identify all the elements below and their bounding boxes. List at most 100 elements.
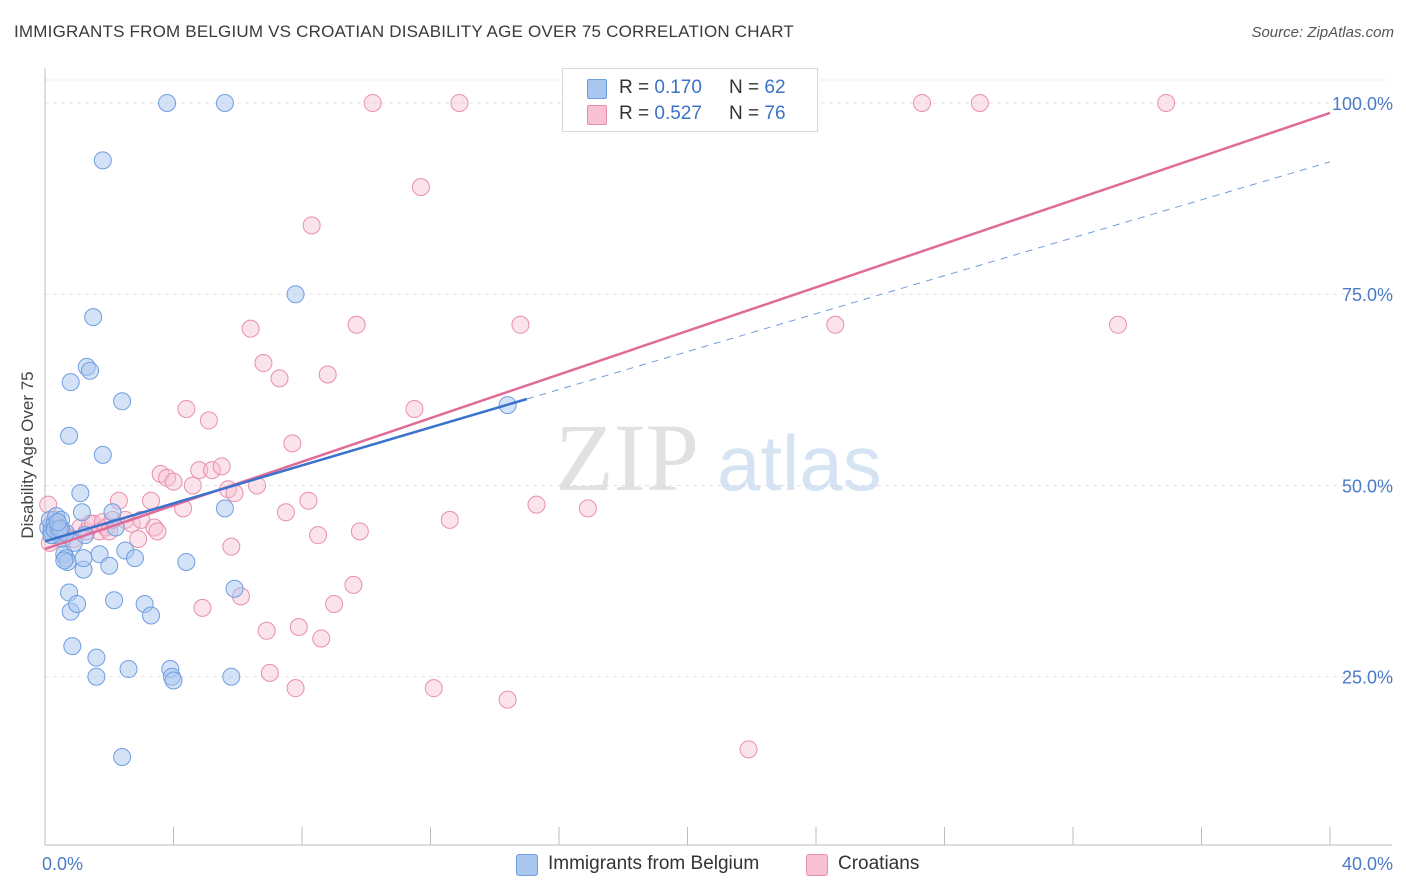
- series-legend: Immigrants from Belgium Croatians: [0, 852, 1406, 878]
- belgium-point: [74, 549, 93, 568]
- belgium-point: [60, 426, 79, 445]
- belgium-point: [80, 361, 99, 380]
- croatians-point: [970, 93, 989, 112]
- croatians-point: [203, 461, 222, 480]
- croatians-point: [260, 663, 279, 682]
- legend-r-label: R =: [619, 103, 655, 124]
- legend-swatch-belgium: [587, 79, 607, 99]
- belgium-point: [113, 748, 132, 767]
- legend-r: R = 0.170: [619, 77, 702, 99]
- legend-r-value: 0.527: [654, 103, 702, 124]
- belgium-point: [103, 503, 122, 522]
- croatians-point: [578, 499, 597, 518]
- croatians-point: [183, 476, 202, 495]
- belgium-point: [93, 445, 112, 464]
- croatians-point: [129, 530, 148, 548]
- croatians-point: [325, 595, 344, 614]
- belgium-point: [164, 671, 183, 690]
- croatians-point: [299, 491, 318, 510]
- croatians-point: [826, 315, 845, 334]
- croatians-point: [177, 399, 196, 418]
- legend-swatch-belgium: [516, 854, 538, 876]
- croatians-point: [344, 575, 363, 594]
- axis-layer: [44, 68, 1392, 846]
- croatians-point: [289, 617, 308, 636]
- belgium-point: [215, 499, 234, 518]
- croatians-point: [318, 365, 337, 384]
- legend-n-value: 76: [764, 103, 786, 124]
- legend-n-label: N =: [729, 77, 765, 98]
- legend-label-belgium: Immigrants from Belgium: [548, 853, 760, 874]
- legend-r-label: R =: [619, 77, 655, 98]
- belgium-point: [225, 579, 244, 598]
- croatians-point: [913, 93, 932, 112]
- legend-n: N = 76: [729, 103, 786, 125]
- belgium-point: [72, 503, 91, 522]
- croatians-point: [312, 629, 331, 648]
- belgium-point: [125, 549, 144, 568]
- croatians-point: [347, 315, 366, 334]
- y-axis-label: Disability Age Over 75: [18, 371, 37, 538]
- belgium-point: [177, 552, 196, 571]
- belgium-point: [119, 660, 138, 679]
- croatians-point: [424, 679, 443, 698]
- croatians-point: [527, 495, 546, 514]
- belgium-point: [87, 667, 106, 686]
- belgium-point: [63, 637, 82, 656]
- croatians-point: [142, 491, 161, 510]
- grid-layer: [45, 79, 1390, 678]
- legend-n-label: N =: [729, 103, 765, 124]
- belgium-point: [48, 513, 67, 532]
- croatians-point: [450, 93, 469, 112]
- croatians-point: [254, 354, 273, 373]
- belgium-point: [100, 556, 119, 575]
- belgium-point: [93, 151, 112, 170]
- belgium-point: [61, 373, 80, 392]
- croatians-point: [199, 411, 218, 430]
- legend-swatch-croatians: [587, 105, 607, 125]
- croatians-point: [511, 315, 530, 334]
- croatians-point: [190, 461, 209, 480]
- croatians-point: [270, 369, 289, 388]
- belgium-point: [215, 93, 234, 112]
- belgium-point: [55, 551, 74, 570]
- y-tick-label: 50.0%: [1342, 476, 1393, 496]
- x-tick-label-max: 40.0%: [1342, 854, 1393, 874]
- croatians-point: [739, 740, 758, 759]
- belgium-point: [105, 591, 124, 610]
- belgium-point: [142, 606, 161, 625]
- watermark-zip: ZIP: [555, 404, 699, 511]
- legend-n-value: 62: [764, 77, 786, 98]
- x-tick-label-min: 0.0%: [42, 854, 83, 874]
- croatians-trend-line: [44, 111, 1331, 551]
- croatians-point: [286, 679, 305, 698]
- croatians-point: [257, 621, 276, 640]
- belgium-point: [158, 93, 177, 112]
- legend-n: N = 62: [729, 77, 786, 99]
- croatians-point: [241, 319, 260, 338]
- y-tick-label: 75.0%: [1342, 285, 1393, 305]
- legend-swatch-croatians: [806, 854, 828, 876]
- croatians-point: [212, 457, 231, 476]
- belgium-point: [84, 308, 103, 327]
- legend-r-value: 0.170: [654, 77, 702, 98]
- correlation-legend: R = 0.170 N = 62 R = 0.527 N = 76: [562, 68, 818, 132]
- y-tick-label: 25.0%: [1342, 668, 1393, 688]
- belgium-point: [286, 285, 305, 304]
- chart-source: Source: ZipAtlas.com: [1251, 24, 1394, 41]
- croatians-point: [405, 399, 424, 418]
- belgium-point: [71, 484, 90, 503]
- croatians-point: [411, 178, 430, 197]
- trend-lines: [44, 111, 1331, 551]
- watermark: ZIP atlas: [555, 404, 882, 511]
- croatians-point: [222, 537, 241, 556]
- belgium-point: [87, 648, 106, 667]
- croatians-point: [1108, 315, 1127, 334]
- croatians-point: [363, 93, 382, 112]
- watermark-atlas: atlas: [717, 419, 882, 507]
- croatians-point: [276, 503, 295, 522]
- legend-r: R = 0.527: [619, 103, 702, 125]
- belgium-point: [222, 667, 241, 686]
- belgium-trend-extension: [526, 161, 1331, 400]
